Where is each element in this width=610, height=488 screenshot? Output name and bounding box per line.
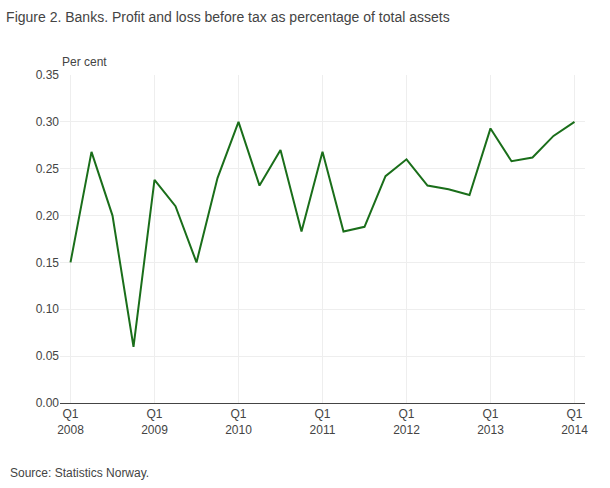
svg-text:0.25: 0.25 <box>36 162 60 176</box>
svg-text:Q12009: Q12009 <box>141 407 168 437</box>
svg-text:Q12014: Q12014 <box>561 407 588 437</box>
svg-text:0.10: 0.10 <box>36 302 60 316</box>
svg-text:Q12011: Q12011 <box>310 407 336 437</box>
svg-text:Per cent: Per cent <box>62 55 107 69</box>
svg-text:0.00: 0.00 <box>36 396 60 410</box>
svg-text:Figure 2. Banks. Profit and lo: Figure 2. Banks. Profit and loss before … <box>6 9 450 25</box>
svg-text:Q12012: Q12012 <box>393 407 420 437</box>
svg-text:Q12008: Q12008 <box>57 407 84 437</box>
svg-text:0.30: 0.30 <box>36 115 60 129</box>
svg-text:0.15: 0.15 <box>36 256 60 270</box>
svg-text:Source: Statistics Norway.: Source: Statistics Norway. <box>10 466 149 480</box>
svg-text:Q12010: Q12010 <box>225 407 252 437</box>
svg-text:0.05: 0.05 <box>36 349 60 363</box>
svg-text:0.35: 0.35 <box>36 68 60 82</box>
svg-text:0.20: 0.20 <box>36 209 60 223</box>
svg-text:Q12013: Q12013 <box>477 407 504 437</box>
